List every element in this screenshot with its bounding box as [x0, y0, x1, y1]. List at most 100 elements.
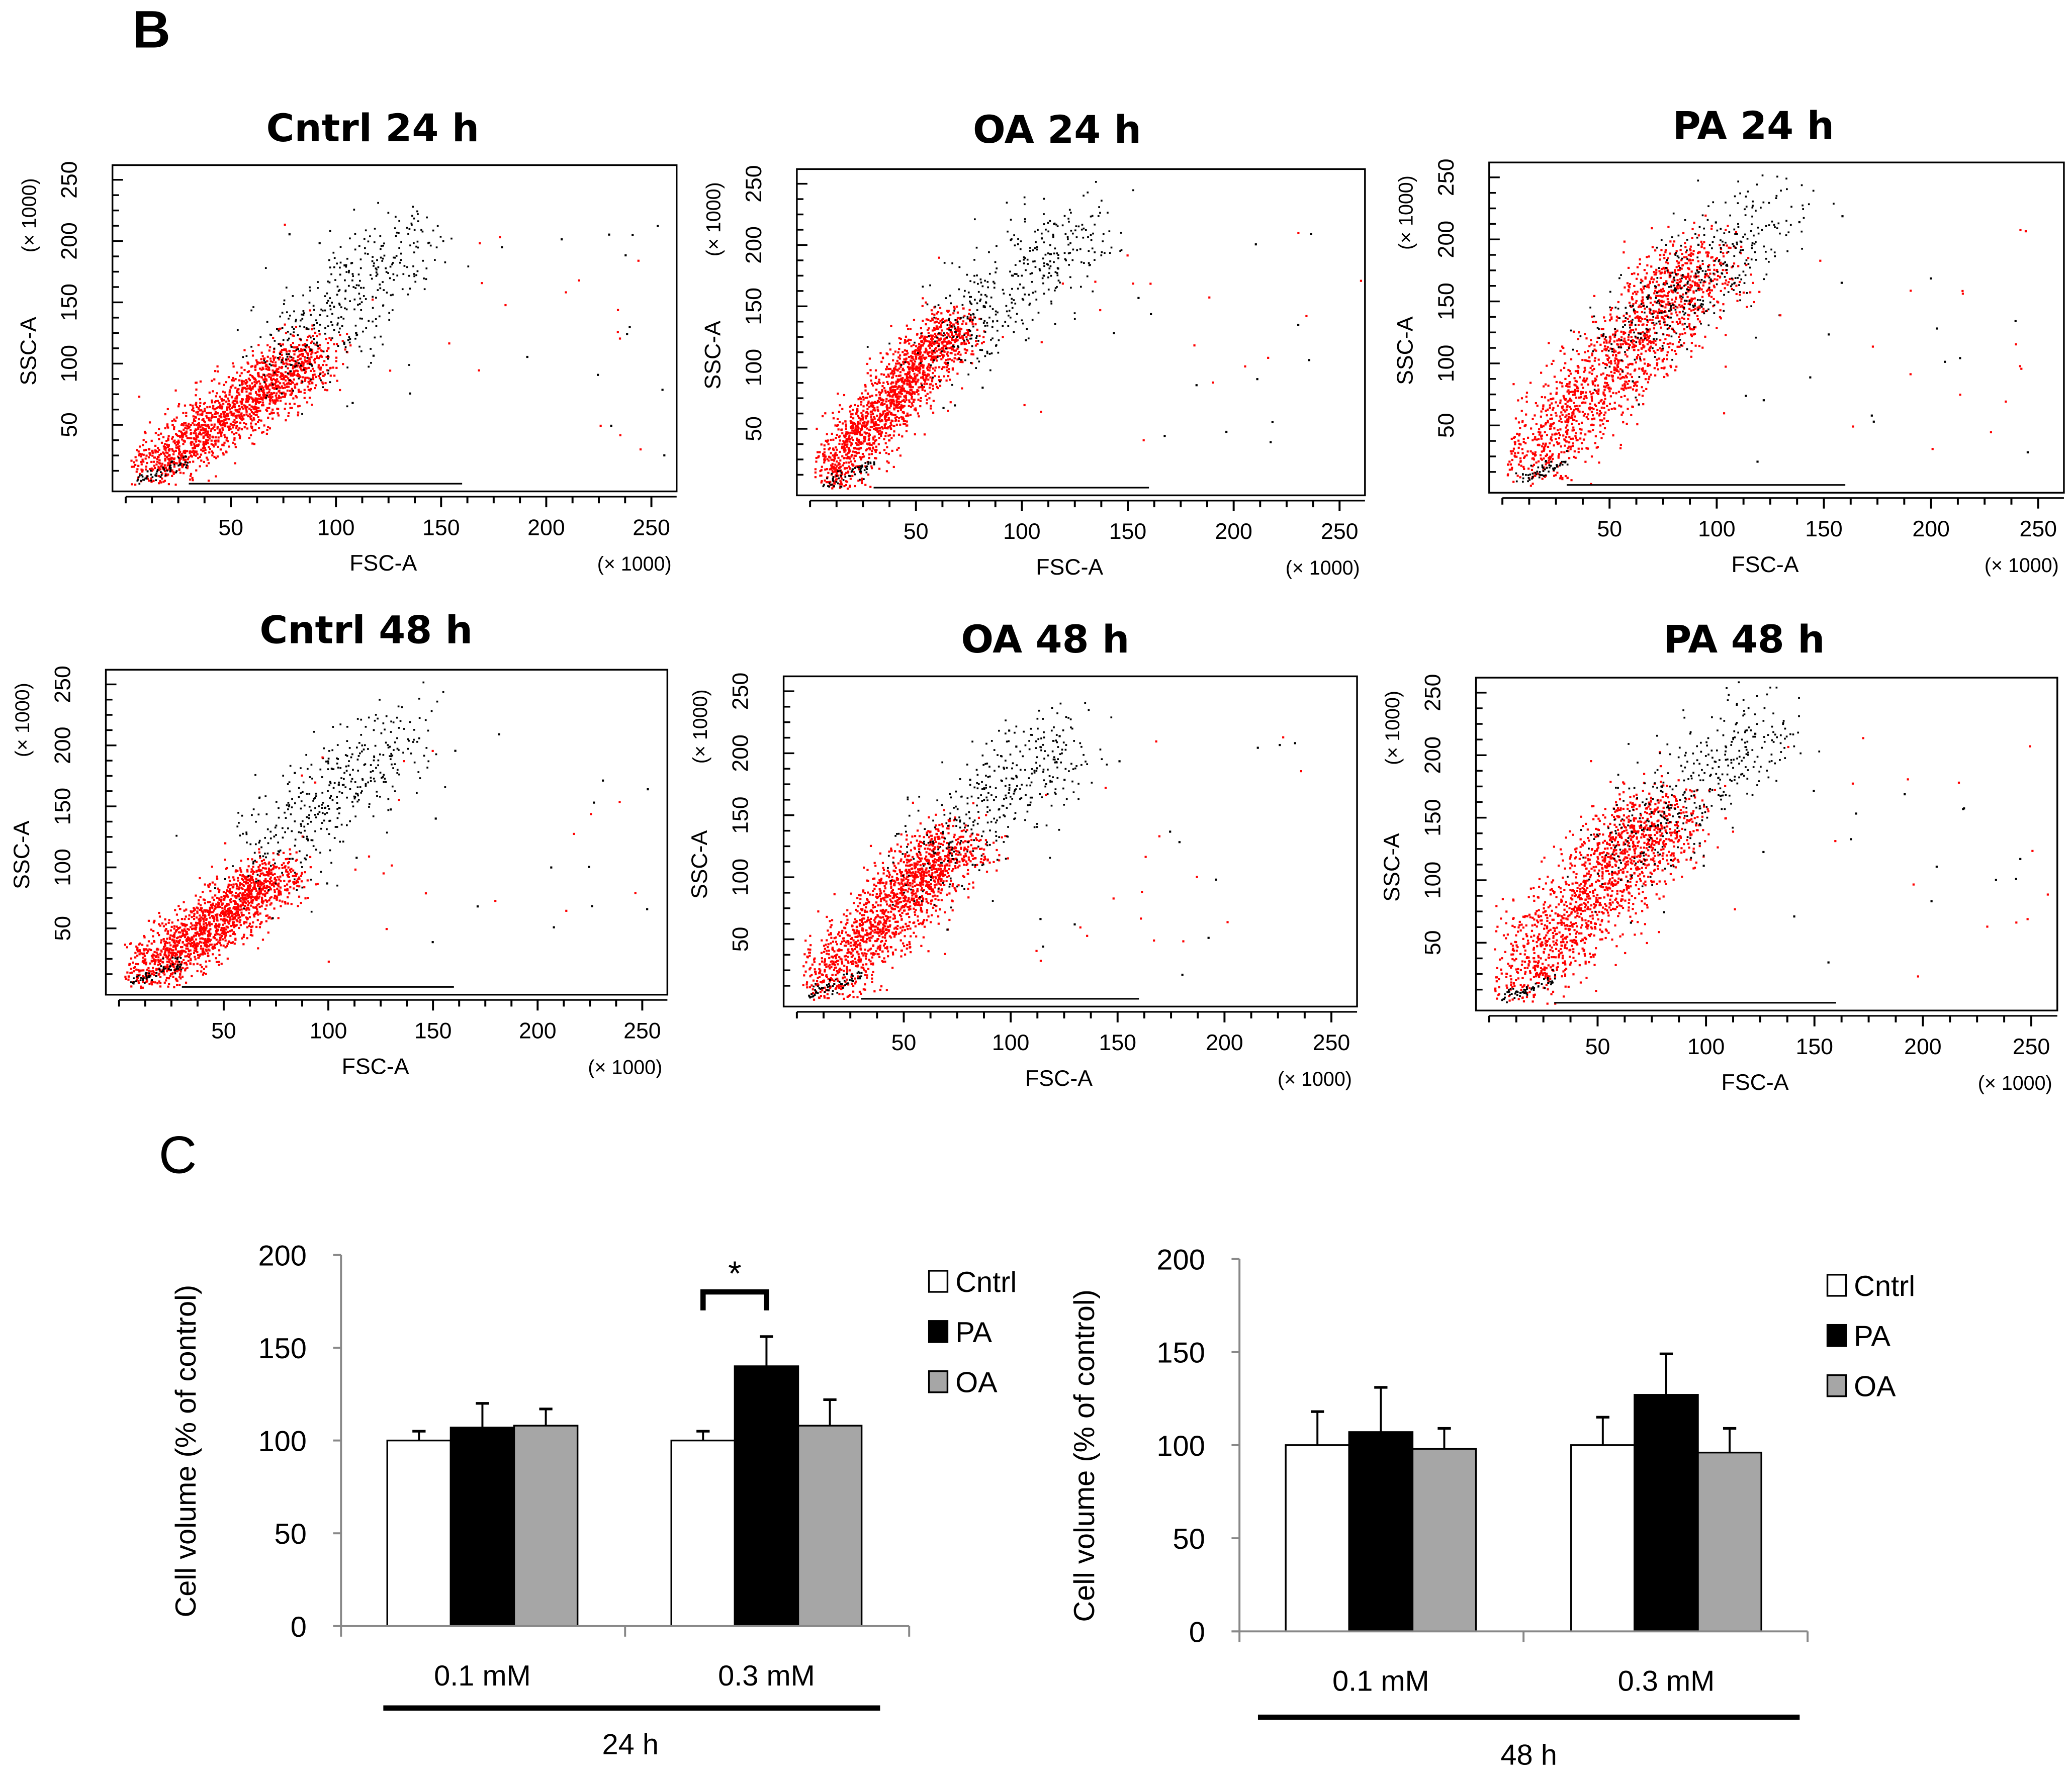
black-event-dot [288, 233, 291, 236]
red-event-dot [339, 389, 341, 392]
red-event-dot [918, 371, 921, 374]
red-event-dot [240, 403, 243, 406]
black-event-dot [921, 384, 923, 387]
black-event-dot [173, 463, 175, 466]
red-event-dot [814, 471, 817, 474]
red-event-dot [1549, 417, 1552, 420]
red-event-dot [861, 442, 864, 445]
black-event-dot [341, 325, 343, 327]
red-event-dot [224, 395, 227, 398]
red-event-dot [1590, 410, 1593, 413]
red-event-dot [1629, 362, 1632, 365]
red-event-dot [1710, 225, 1713, 227]
black-event-dot [297, 348, 299, 350]
red-event-dot [284, 392, 287, 395]
red-event-dot [882, 399, 884, 402]
black-event-dot [1021, 274, 1023, 277]
red-event-dot [1722, 283, 1724, 285]
red-event-dot [217, 400, 220, 402]
red-event-dot [946, 353, 948, 355]
red-event-dot [296, 346, 299, 348]
red-event-dot [1549, 455, 1552, 458]
red-event-dot [1544, 445, 1547, 448]
black-event-dot [260, 388, 262, 391]
red-event-dot [240, 366, 243, 369]
red-event-dot [934, 348, 937, 350]
red-event-dot [816, 427, 818, 430]
red-event-dot [919, 353, 922, 355]
black-event-dot [949, 295, 951, 297]
black-event-dot [360, 287, 362, 289]
red-event-dot [945, 359, 947, 361]
black-event-dot [937, 345, 940, 347]
red-event-dot [842, 440, 845, 442]
red-event-dot [243, 414, 245, 417]
red-event-dot [173, 418, 175, 421]
red-event-dot [182, 435, 184, 438]
red-event-dot [230, 411, 233, 413]
black-event-dot [966, 316, 969, 318]
black-event-dot [138, 483, 141, 485]
red-event-dot [1667, 295, 1669, 297]
red-event-dot [909, 366, 912, 369]
red-event-dot [832, 471, 835, 474]
red-event-dot [309, 361, 311, 363]
red-event-dot [1700, 288, 1703, 291]
red-event-dot [319, 372, 322, 375]
black-event-dot [970, 337, 972, 340]
red-event-dot [262, 389, 265, 392]
black-event-dot [329, 308, 332, 311]
red-event-dot [181, 466, 184, 469]
red-event-dot [200, 453, 203, 456]
red-event-dot [261, 401, 264, 404]
red-event-dot [904, 373, 907, 376]
red-event-dot [1620, 405, 1623, 408]
black-event-dot [979, 298, 982, 301]
red-event-dot [955, 333, 957, 336]
red-event-dot [336, 343, 338, 345]
black-event-dot [859, 469, 862, 471]
red-event-dot [214, 401, 216, 404]
red-event-dot [249, 416, 252, 419]
red-event-dot [826, 476, 829, 479]
black-event-dot [900, 364, 903, 366]
black-event-dot [1101, 251, 1103, 253]
black-event-dot [1043, 223, 1045, 225]
black-event-dot [175, 470, 178, 472]
black-event-dot [413, 273, 415, 275]
red-event-dot [890, 389, 893, 392]
red-event-dot [163, 470, 166, 473]
red-event-dot [896, 378, 899, 381]
red-event-dot [306, 401, 309, 404]
red-event-dot [927, 353, 929, 355]
red-event-dot [1208, 296, 1211, 299]
red-event-dot [888, 394, 891, 397]
red-event-dot [202, 441, 205, 443]
red-event-dot [167, 426, 169, 429]
red-event-dot [922, 319, 924, 322]
red-event-dot [1517, 446, 1520, 449]
black-event-dot [1044, 253, 1047, 256]
red-event-dot [954, 339, 957, 342]
red-event-dot [1642, 390, 1645, 392]
red-event-dot [885, 368, 887, 370]
red-event-dot [272, 372, 275, 375]
red-event-dot [902, 351, 904, 353]
red-event-dot [924, 390, 926, 392]
black-event-dot [972, 325, 974, 328]
black-event-dot [279, 353, 281, 355]
red-event-dot [272, 355, 275, 357]
black-event-dot [1035, 241, 1037, 243]
red-event-dot [236, 409, 239, 412]
red-event-dot [178, 430, 181, 432]
red-event-dot [869, 443, 871, 446]
red-event-dot [858, 468, 860, 471]
black-event-dot [1024, 203, 1026, 206]
black-event-dot [1064, 258, 1066, 260]
red-event-dot [896, 406, 899, 409]
red-event-dot [899, 409, 903, 411]
red-event-dot [1558, 432, 1560, 434]
red-event-dot [1620, 330, 1623, 333]
black-event-dot [920, 332, 922, 335]
red-event-dot [876, 406, 879, 409]
